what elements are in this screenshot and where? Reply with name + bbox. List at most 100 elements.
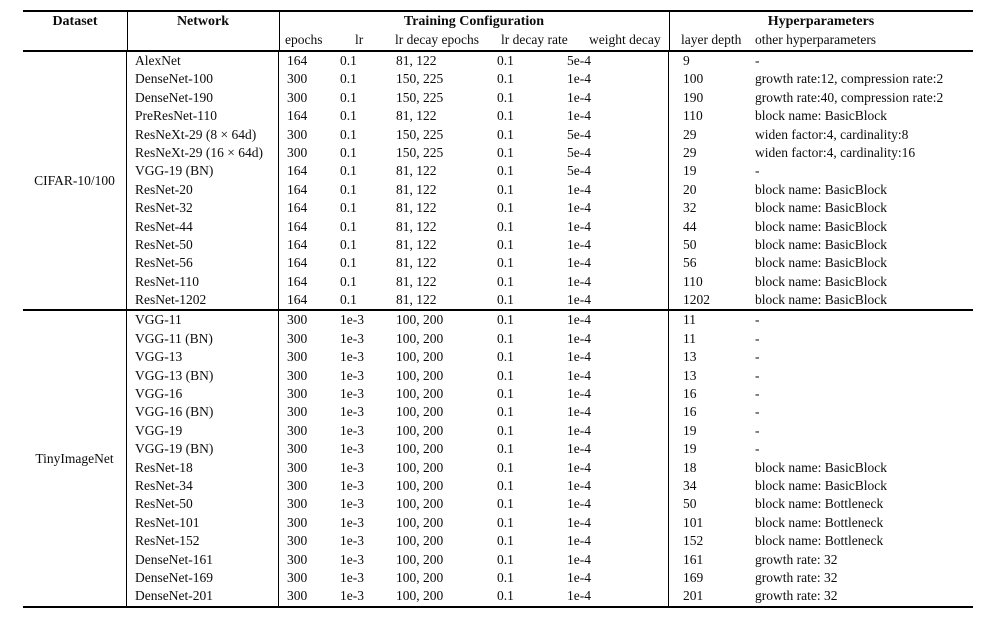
column-divider bbox=[127, 12, 128, 50]
table-row: ResNeXt-29 (16 × 64d) 300 0.1 150, 225 0… bbox=[127, 143, 973, 163]
weight-decay-cell: 1e-4 bbox=[567, 403, 669, 422]
lr-decay-rate-cell: 0.1 bbox=[497, 367, 514, 383]
lr-decay-epochs-cell: 100, 200 bbox=[396, 349, 444, 365]
weight-decay-cell: 1e-4 bbox=[567, 587, 669, 606]
lr-decay-epochs-cell: 81, 122 bbox=[396, 273, 437, 289]
other-hyperparameters-cell: block name: Bottleneck bbox=[755, 496, 884, 512]
table-row: VGG-19 (BN) 300 1e-3 100, 200 0.1 1e-4 1… bbox=[127, 440, 973, 459]
table-row: ResNet-101 300 1e-3 100, 200 0.1 1e-4 10… bbox=[127, 513, 973, 533]
other-hyperparameters-cell: growth rate: 32 bbox=[755, 551, 838, 567]
lr-decay-rate-cell: 0.1 bbox=[497, 163, 514, 179]
lr-cell: 1e-3 bbox=[340, 312, 364, 328]
lr-decay-epochs-cell: 100, 200 bbox=[396, 588, 444, 604]
lr-decay-epochs-cell: 100, 200 bbox=[396, 312, 444, 328]
network-cell: ResNet-34 bbox=[127, 476, 279, 496]
weight-decay-cell: 1e-4 bbox=[567, 385, 669, 404]
network-cell: PreResNet-110 bbox=[127, 107, 279, 126]
lr-decay-rate-cell: 0.1 bbox=[497, 89, 514, 105]
lr-decay-rate-cell: 0.1 bbox=[497, 330, 514, 346]
weight-decay-cell: 5e-4 bbox=[567, 162, 669, 181]
table-row: VGG-13 (BN) 300 1e-3 100, 200 0.1 1e-4 1… bbox=[127, 366, 973, 386]
lr-cell: 0.1 bbox=[340, 108, 357, 124]
epochs-cell: 300 bbox=[287, 514, 308, 530]
network-cell: DenseNet-161 bbox=[127, 550, 279, 569]
other-hyperparameters-cell: block name: BasicBlock bbox=[755, 181, 887, 197]
weight-decay-cell: 1e-4 bbox=[567, 217, 669, 236]
epochs-cell: 300 bbox=[287, 551, 308, 567]
network-cell: DenseNet-169 bbox=[127, 568, 279, 588]
weight-decay-cell: 1e-4 bbox=[567, 421, 669, 441]
lr-decay-rate-cell: 0.1 bbox=[497, 126, 514, 142]
other-hyperparameters-cell: - bbox=[755, 367, 760, 383]
epochs-cell: 164 bbox=[287, 163, 308, 179]
epochs-cell: 164 bbox=[287, 53, 308, 68]
column-divider bbox=[279, 12, 280, 50]
epochs-cell: 300 bbox=[287, 477, 308, 493]
epochs-cell: 164 bbox=[287, 255, 308, 271]
weight-decay-cell: 1e-4 bbox=[567, 88, 669, 108]
lr-decay-epochs-cell: 100, 200 bbox=[396, 386, 444, 402]
col-header-network: Network bbox=[176, 14, 230, 29]
lr-cell: 1e-3 bbox=[340, 404, 364, 420]
epochs-cell: 164 bbox=[287, 236, 308, 252]
other-hyperparameters-cell: growth rate:12, compression rate:2 bbox=[755, 71, 944, 87]
section-rows: AlexNet 164 0.1 81, 122 0.1 5e-4 9 - Den… bbox=[127, 52, 973, 310]
col-header-lr-decay-epochs: lr decay epochs bbox=[395, 32, 479, 47]
network-cell: ResNet-1202 bbox=[127, 291, 279, 310]
layer-depth-cell: 100 bbox=[683, 71, 704, 87]
lr-decay-epochs-cell: 100, 200 bbox=[396, 459, 444, 475]
lr-decay-rate-cell: 0.1 bbox=[497, 181, 514, 197]
section-rows: VGG-11 300 1e-3 100, 200 0.1 1e-4 11 - V… bbox=[127, 311, 973, 606]
epochs-cell: 300 bbox=[287, 569, 308, 585]
other-hyperparameters-cell: growth rate:40, compression rate:2 bbox=[755, 89, 944, 105]
layer-depth-cell: 16 bbox=[683, 386, 697, 402]
lr-decay-rate-cell: 0.1 bbox=[497, 108, 514, 124]
other-hyperparameters-cell: block name: BasicBlock bbox=[755, 218, 887, 234]
layer-depth-cell: 29 bbox=[683, 126, 697, 142]
table-row: ResNet-1202 164 0.1 81, 122 0.1 1e-4 120… bbox=[127, 291, 973, 310]
layer-depth-cell: 161 bbox=[683, 551, 704, 567]
column-divider bbox=[669, 12, 670, 50]
layer-depth-cell: 19 bbox=[683, 163, 697, 179]
lr-decay-rate-cell: 0.1 bbox=[497, 292, 514, 308]
lr-cell: 0.1 bbox=[340, 89, 357, 105]
epochs-cell: 164 bbox=[287, 292, 308, 308]
lr-cell: 1e-3 bbox=[340, 514, 364, 530]
weight-decay-cell: 1e-4 bbox=[567, 458, 669, 477]
layer-depth-cell: 13 bbox=[683, 349, 697, 365]
network-cell: VGG-19 (BN) bbox=[127, 162, 279, 181]
weight-decay-cell: 1e-4 bbox=[567, 107, 669, 126]
layer-depth-cell: 29 bbox=[683, 144, 697, 160]
dataset-label: TinyImageNet bbox=[23, 311, 127, 606]
col-header-epochs: epochs bbox=[285, 32, 323, 47]
layer-depth-cell: 152 bbox=[683, 533, 704, 549]
network-cell: ResNeXt-29 (16 × 64d) bbox=[127, 143, 279, 163]
network-cell: VGG-13 bbox=[127, 348, 279, 367]
training-configuration-table: Dataset Network Training Configuration H… bbox=[23, 10, 973, 608]
table-row: ResNet-18 300 1e-3 100, 200 0.1 1e-4 18 … bbox=[127, 458, 973, 477]
lr-cell: 0.1 bbox=[340, 218, 357, 234]
table-row: PreResNet-110 164 0.1 81, 122 0.1 1e-4 1… bbox=[127, 107, 973, 126]
layer-depth-cell: 19 bbox=[683, 422, 697, 438]
lr-decay-epochs-cell: 100, 200 bbox=[396, 551, 444, 567]
lr-decay-epochs-cell: 81, 122 bbox=[396, 218, 437, 234]
table-row: ResNet-110 164 0.1 81, 122 0.1 1e-4 110 … bbox=[127, 272, 973, 292]
network-cell: ResNet-18 bbox=[127, 458, 279, 477]
col-header-lr-decay-rate: lr decay rate bbox=[501, 32, 568, 47]
lr-cell: 1e-3 bbox=[340, 569, 364, 585]
lr-decay-rate-cell: 0.1 bbox=[497, 312, 514, 328]
weight-decay-cell: 1e-4 bbox=[567, 235, 669, 255]
lr-cell: 0.1 bbox=[340, 181, 357, 197]
table-row: ResNet-50 164 0.1 81, 122 0.1 1e-4 50 bl… bbox=[127, 235, 973, 255]
epochs-cell: 300 bbox=[287, 126, 308, 142]
lr-cell: 0.1 bbox=[340, 236, 357, 252]
lr-decay-epochs-cell: 100, 200 bbox=[396, 330, 444, 346]
lr-cell: 1e-3 bbox=[340, 367, 364, 383]
lr-decay-epochs-cell: 81, 122 bbox=[396, 200, 437, 216]
lr-decay-epochs-cell: 81, 122 bbox=[396, 163, 437, 179]
weight-decay-cell: 1e-4 bbox=[567, 291, 669, 310]
lr-decay-epochs-cell: 81, 122 bbox=[396, 53, 437, 68]
weight-decay-cell: 1e-4 bbox=[567, 550, 669, 569]
table-row: ResNet-20 164 0.1 81, 122 0.1 1e-4 20 bl… bbox=[127, 180, 973, 200]
epochs-cell: 164 bbox=[287, 273, 308, 289]
